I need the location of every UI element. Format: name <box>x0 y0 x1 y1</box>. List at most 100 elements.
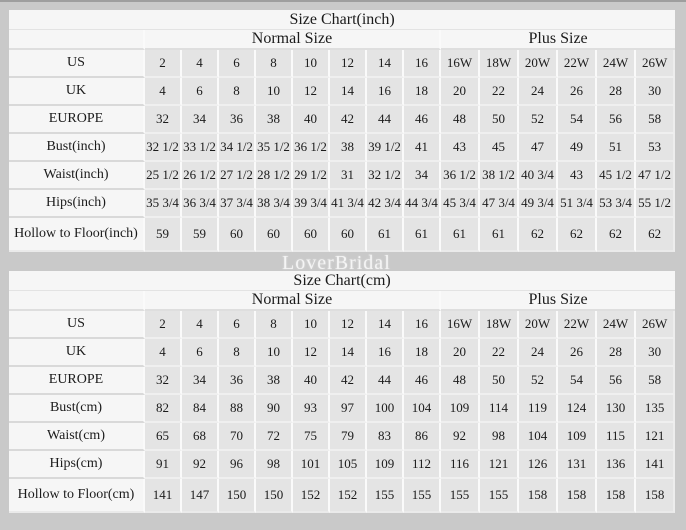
row-label: Hollow to Floor(inch) <box>9 218 145 252</box>
size-cell: 8 <box>256 50 293 78</box>
size-cell: 158 <box>597 479 636 513</box>
size-cell: 50 <box>480 367 519 395</box>
size-cell: 12 <box>293 339 330 367</box>
size-cell: 29 1/2 <box>293 162 330 190</box>
title-row: Size Chart(cm) <box>9 271 676 291</box>
table-row-hollow-to-floor-inch: Hollow to Floor(inch) 59 59 60 60 60 60 61 61 61 6… <box>9 218 676 252</box>
table-row-bust-cm: Bust(cm) 82 84 88 90 93 97 100 104 109 114 119 124 13… <box>9 395 676 423</box>
column-group-row: Normal Size Plus Size <box>9 30 676 50</box>
size-cell: 52 <box>519 106 558 134</box>
size-cell: 121 <box>480 451 519 479</box>
size-cell: 53 3/4 <box>597 190 636 218</box>
size-cell: 38 1/2 <box>480 162 519 190</box>
size-cell: 22W <box>558 50 597 78</box>
size-cell: 4 <box>182 50 219 78</box>
size-cell: 35 1/2 <box>256 134 293 162</box>
table-row-hips-inch: Hips(inch) 35 3/4 36 3/4 37 3/4 38 3/4 39 3/4… <box>9 190 676 218</box>
size-cell: 27 1/2 <box>219 162 256 190</box>
table-row-hips-cm: Hips(cm) 91 92 96 98 101 105 109 112 116 121 126 131… <box>9 451 676 479</box>
size-cell: 48 <box>441 106 480 134</box>
size-cell: 54 <box>558 106 597 134</box>
size-cell: 26 1/2 <box>182 162 219 190</box>
size-cell: 38 <box>256 106 293 134</box>
row-label: EUROPE <box>9 106 145 134</box>
size-cell: 59 <box>182 218 219 252</box>
size-cell: 25 1/2 <box>145 162 182 190</box>
size-cell: 49 3/4 <box>519 190 558 218</box>
size-cell: 92 <box>182 451 219 479</box>
size-cell: 109 <box>441 395 480 423</box>
size-cell: 131 <box>558 451 597 479</box>
size-cell: 62 <box>636 218 676 252</box>
column-group-plus-size: Plus Size <box>441 30 676 50</box>
size-cell: 58 <box>636 106 676 134</box>
size-cell: 136 <box>597 451 636 479</box>
row-label: Hips(cm) <box>9 451 145 479</box>
size-cell: 10 <box>293 50 330 78</box>
size-cell: 6 <box>219 311 256 339</box>
size-cell: 26W <box>636 311 676 339</box>
size-cell: 49 <box>558 134 597 162</box>
size-cell: 12 <box>293 78 330 106</box>
size-table-cm: Size Chart(cm) Normal Size Plus Size US 2 4 6 8… <box>9 271 676 513</box>
size-cell: 100 <box>367 395 404 423</box>
size-cell: 54 <box>558 367 597 395</box>
size-cell: 30 <box>636 78 676 106</box>
size-cell: 6 <box>182 339 219 367</box>
size-cell: 6 <box>182 78 219 106</box>
size-cell: 28 <box>597 339 636 367</box>
size-cell: 36 1/2 <box>293 134 330 162</box>
size-cell: 158 <box>558 479 597 513</box>
size-cell: 112 <box>404 451 441 479</box>
table-row-europe: EUROPE 32 34 36 38 40 42 44 46 48 50 52 54 56 58 <box>9 106 676 134</box>
table-row-europe: EUROPE 32 34 36 38 40 42 44 46 48 50 52 54 56 58 <box>9 367 676 395</box>
size-cell: 62 <box>558 218 597 252</box>
size-cell: 44 <box>367 367 404 395</box>
size-cell: 62 <box>519 218 558 252</box>
size-cell: 28 <box>597 78 636 106</box>
size-cell: 135 <box>636 395 676 423</box>
size-cell: 60 <box>330 218 367 252</box>
size-cell: 14 <box>330 339 367 367</box>
size-cell: 46 <box>404 367 441 395</box>
size-cell: 97 <box>330 395 367 423</box>
size-cell: 8 <box>256 311 293 339</box>
size-cell: 38 <box>330 134 367 162</box>
table-row-bust-inch: Bust(inch) 32 1/2 33 1/2 34 1/2 35 1/2 36 1/2… <box>9 134 676 162</box>
row-label: US <box>9 50 145 78</box>
size-cell: 46 <box>404 106 441 134</box>
size-cell: 60 <box>293 218 330 252</box>
size-cell: 43 <box>441 134 480 162</box>
size-cell: 35 3/4 <box>145 190 182 218</box>
size-cell: 31 <box>330 162 367 190</box>
size-cell: 152 <box>330 479 367 513</box>
size-cell: 24 <box>519 339 558 367</box>
size-cell: 24W <box>597 50 636 78</box>
size-cell: 47 3/4 <box>480 190 519 218</box>
size-cell: 51 3/4 <box>558 190 597 218</box>
row-label: Bust(cm) <box>9 395 145 423</box>
size-cell: 4 <box>182 311 219 339</box>
size-cell: 16 <box>367 339 404 367</box>
size-cell: 158 <box>636 479 676 513</box>
size-cell: 58 <box>636 367 676 395</box>
size-cell: 20W <box>519 50 558 78</box>
size-cell: 36 3/4 <box>182 190 219 218</box>
size-cell: 44 3/4 <box>404 190 441 218</box>
size-cell: 10 <box>293 311 330 339</box>
size-cell: 55 1/2 <box>636 190 676 218</box>
table-row-hollow-to-floor-cm: Hollow to Floor(cm) 141 147 150 150 152 152 155… <box>9 479 676 513</box>
size-cell: 24W <box>597 311 636 339</box>
table-row-waist-inch: Waist(inch) 25 1/2 26 1/2 27 1/2 28 1/2 29 1/… <box>9 162 676 190</box>
size-cell: 43 <box>558 162 597 190</box>
size-cell: 32 1/2 <box>367 162 404 190</box>
size-cell: 12 <box>330 50 367 78</box>
size-cell: 16W <box>441 311 480 339</box>
size-cell: 152 <box>293 479 330 513</box>
title-row: Size Chart(inch) <box>9 10 676 30</box>
size-cell: 42 <box>330 106 367 134</box>
row-label: Waist(cm) <box>9 423 145 451</box>
size-cell: 82 <box>145 395 182 423</box>
size-cell: 155 <box>480 479 519 513</box>
size-cell: 16W <box>441 50 480 78</box>
